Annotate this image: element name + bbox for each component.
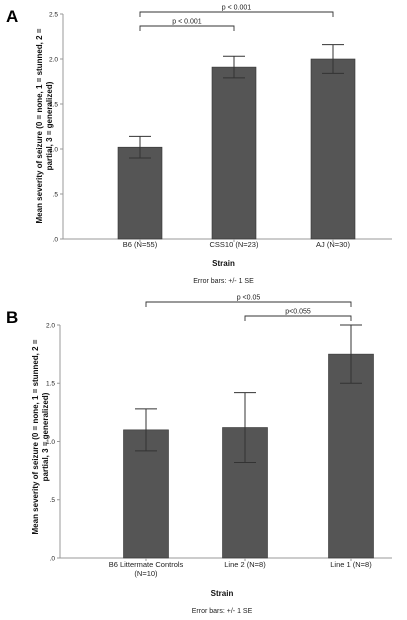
- y-axis-title-line: partial, 3 = generalized): [45, 81, 54, 170]
- y-tick-label: 1.5: [49, 101, 58, 108]
- chart-panel-a: .0 .5 1.0 1.5 2.0 2.5 B6 (N=55) CSS10 (N=23) AJ …: [35, 5, 392, 285]
- y-tick-label: .5: [50, 497, 56, 504]
- bar: [117, 146, 163, 240]
- bar: [211, 66, 257, 240]
- x-axis-title: Strain: [212, 259, 235, 268]
- significance-label: p <0.05: [237, 295, 261, 302]
- y-tick-label: 1.5: [46, 381, 55, 388]
- y-axis-title-line: Mean severity of seizure (0 = none, 1 = …: [35, 28, 44, 223]
- bar: [310, 58, 356, 240]
- chart-panel-b: .0 .5 1.0 1.5 2.0 B6 Littermate Controls(N=10…: [31, 295, 392, 615]
- category-label: CSS10 (N=23): [210, 240, 259, 249]
- category-label: (N=10): [134, 569, 158, 578]
- bar: [328, 353, 374, 559]
- error-bar-note: Error bars: +/- 1 SE: [193, 278, 254, 285]
- y-axis-title-line: Mean severity of seizure (0 = none, 1 = …: [31, 339, 40, 534]
- y-axis-title-line: partial, 3 = generalized): [41, 392, 50, 481]
- significance-label: p<0.055: [285, 309, 311, 316]
- y-axis-title: Mean severity of seizure (0 = none, 1 = …: [35, 28, 54, 223]
- y-tick-label: 2.5: [49, 11, 58, 18]
- category-label: B6 (N=55): [123, 240, 158, 249]
- y-tick-label: 1.0: [49, 146, 58, 153]
- panel-letter-a: A: [6, 7, 18, 26]
- y-axis-title: Mean severity of seizure (0 = none, 1 = …: [31, 339, 50, 534]
- category-label: Line 2 (N=8): [224, 560, 266, 569]
- significance-bracket: [244, 315, 352, 321]
- significance-bracket: [139, 11, 334, 17]
- y-tick-label: .0: [50, 555, 56, 562]
- category-label: Line 1 (N=8): [330, 560, 372, 569]
- category-label: AJ (N=30): [316, 240, 350, 249]
- significance-bracket: [139, 25, 235, 31]
- y-tick-label: .5: [53, 191, 59, 198]
- y-tick-label: 2.0: [46, 322, 55, 329]
- category-label: B6 Littermate Controls: [109, 560, 184, 569]
- y-tick-label: 1.0: [46, 439, 55, 446]
- panel-letter-b: B: [6, 308, 18, 327]
- error-bar-note: Error bars: +/- 1 SE: [192, 608, 253, 615]
- significance-bracket: [145, 301, 352, 307]
- x-axis-title: Strain: [211, 589, 234, 598]
- significance-label: p < 0.001: [172, 19, 201, 26]
- y-tick-label: 2.0: [49, 56, 58, 63]
- significance-label: p < 0.001: [222, 5, 251, 12]
- y-tick-label: .0: [53, 236, 59, 243]
